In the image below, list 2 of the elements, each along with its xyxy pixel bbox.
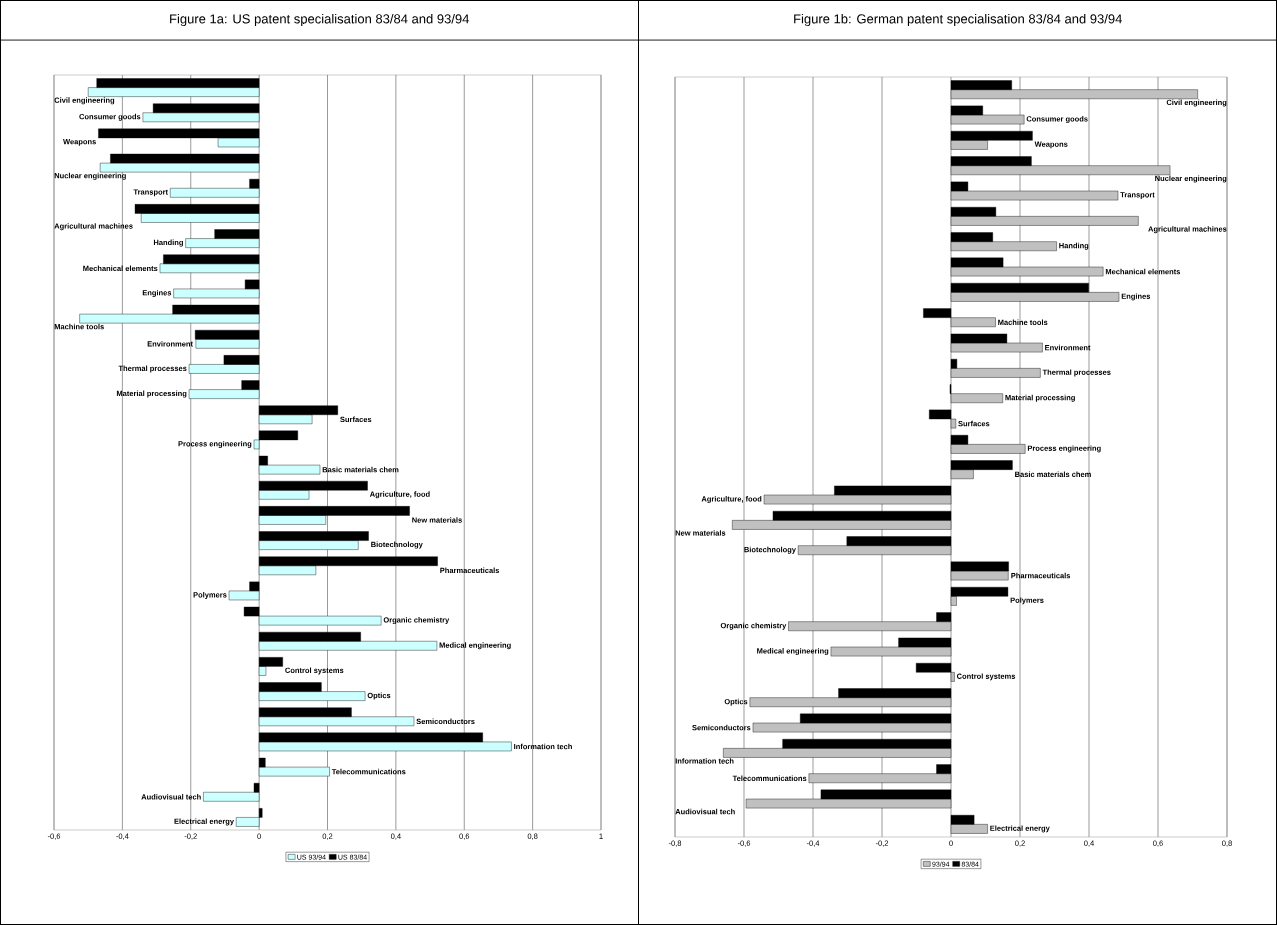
chart-title: Figure 1a: US patent specialisation 83/84 and 93/94 <box>170 13 470 27</box>
chart-title: Figure 1b: German patent specialisation 83/84 and 93/94 <box>794 13 1122 27</box>
